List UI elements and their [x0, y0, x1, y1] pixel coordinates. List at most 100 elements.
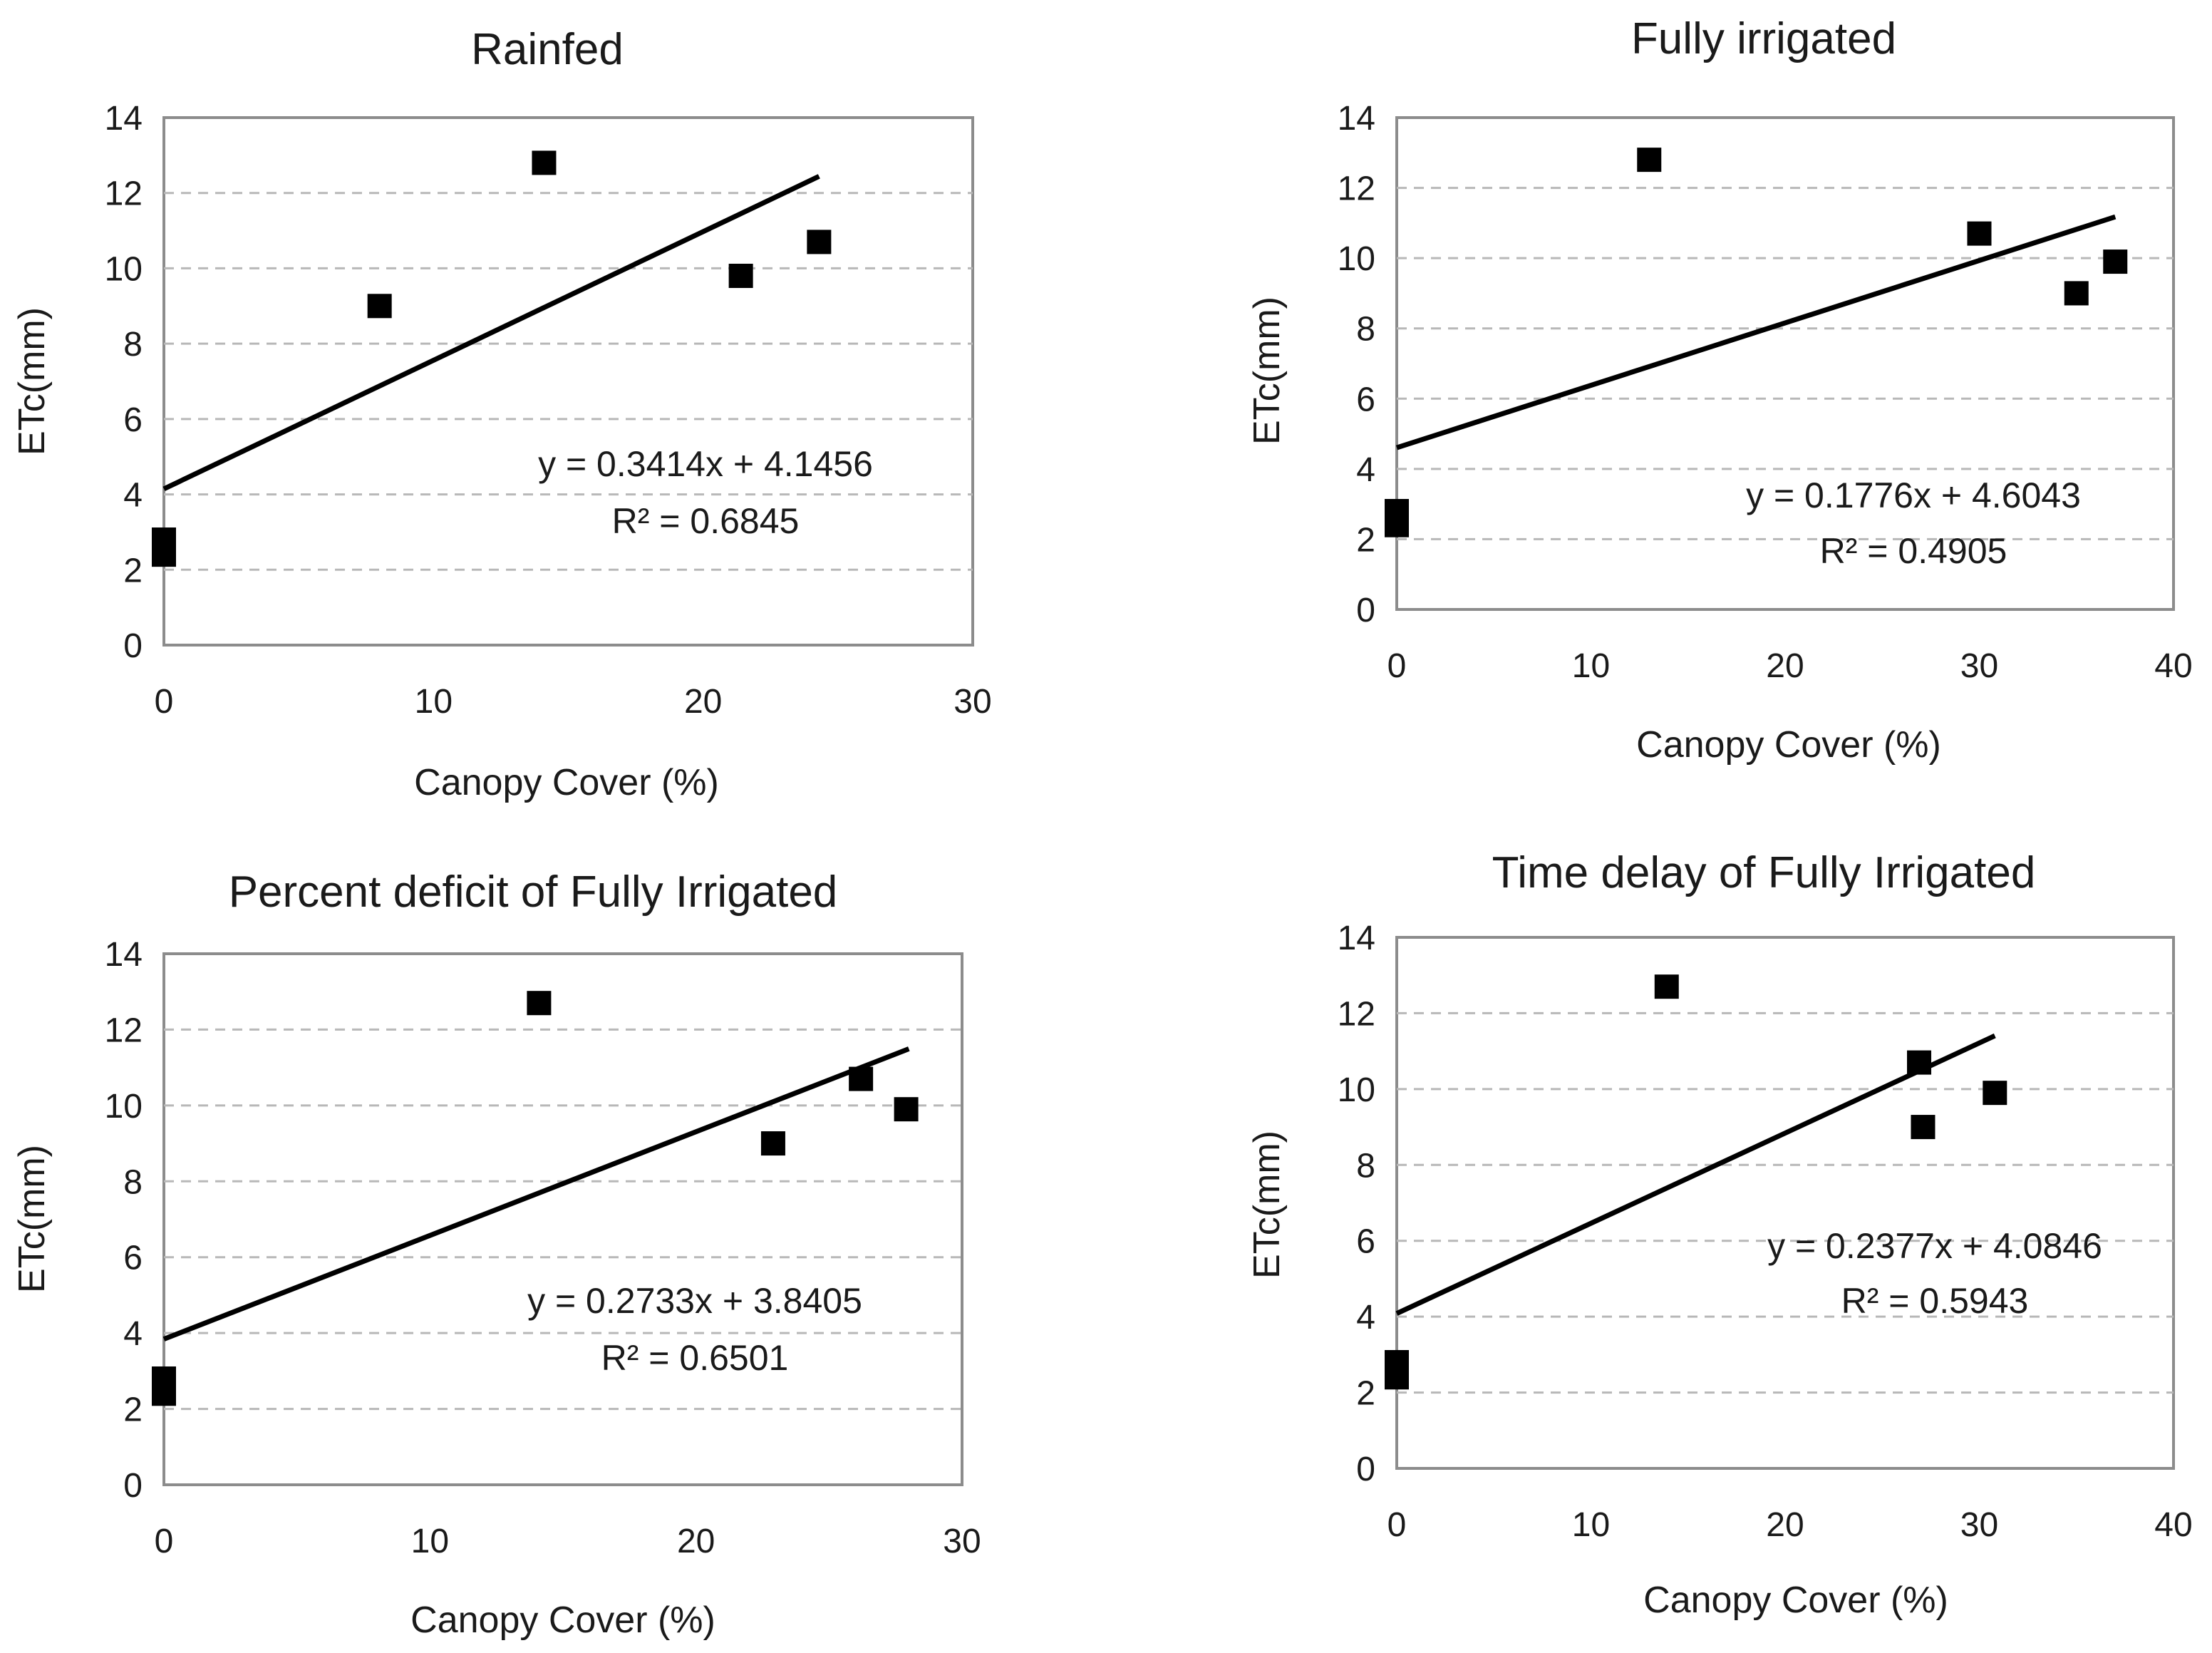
trendline: [1395, 214, 2117, 450]
x-tick-label: 30: [1960, 1506, 1998, 1544]
trend-equation: y = 0.2377x + 4.0846: [1767, 1226, 2102, 1266]
y-tick-label: 14: [105, 936, 143, 974]
y-tick-labels: 0 2 4 6 8 10 12 14: [105, 936, 143, 1505]
y-tick-label: 6: [123, 1240, 143, 1277]
x-tick-label: 0: [1387, 647, 1407, 685]
data-point: [152, 1366, 176, 1391]
x-axis-label: Canopy Cover (%): [1643, 1580, 1948, 1621]
data-point: [760, 1131, 785, 1156]
data-points: [1385, 974, 2007, 1390]
y-tick-label: 6: [123, 401, 143, 439]
x-tick-label: 20: [677, 1523, 715, 1560]
y-tick-label: 2: [1356, 521, 1375, 559]
y-tick-label: 14: [105, 100, 143, 138]
gridlines: [164, 192, 973, 571]
data-point: [1911, 1115, 1936, 1140]
y-tick-label: 12: [1338, 995, 1375, 1033]
r-squared-label: R² = 0.6845: [612, 501, 800, 541]
chart-panel-fully-irrigated: Fully irrigated 0 2 4 6 8 10 12 14 0 10 20 30 40 Ca…: [1246, 14, 2193, 766]
plot-area: [1395, 936, 2175, 1470]
chart-title: Time delay of Fully Irrigated: [1492, 848, 2036, 897]
x-tick-labels: 0 10 20 30 40: [1387, 1506, 2193, 1544]
y-tick-label: 0: [1356, 1451, 1375, 1488]
y-tick-label: 4: [123, 477, 143, 515]
y-tick-label: 4: [1356, 451, 1375, 489]
y-tick-label: 0: [123, 627, 143, 665]
data-points: [1385, 148, 2128, 537]
y-tick-label: 2: [1356, 1375, 1375, 1413]
chart-title: Fully irrigated: [1631, 14, 1896, 63]
x-tick-label: 10: [415, 683, 453, 721]
y-tick-label: 14: [1338, 100, 1375, 138]
data-point: [532, 150, 557, 175]
data-point: [1967, 221, 1992, 246]
y-tick-label: 4: [1356, 1299, 1375, 1337]
data-points: [152, 991, 919, 1406]
r-squared-label: R² = 0.4905: [1820, 531, 2007, 571]
trend-equation: y = 0.1776x + 4.6043: [1746, 475, 2081, 515]
x-tick-labels: 0 10 20 30: [155, 683, 992, 721]
y-tick-label: 14: [1338, 920, 1375, 957]
y-axis-label: ETc(mm): [11, 307, 53, 455]
data-point: [1637, 148, 1662, 172]
x-tick-label: 40: [2154, 647, 2192, 685]
chart-title: Rainfed: [471, 25, 624, 74]
y-tick-label: 0: [1356, 592, 1375, 629]
y-tick-label: 6: [1356, 381, 1375, 418]
data-point: [527, 991, 552, 1016]
trend-equation: y = 0.2733x + 3.8405: [527, 1281, 862, 1321]
data-point: [1385, 1350, 1409, 1374]
y-tick-label: 2: [123, 1391, 143, 1429]
y-axis-label: ETc(mm): [11, 1145, 53, 1293]
y-tick-label: 12: [105, 1011, 143, 1049]
data-point: [1907, 1050, 1932, 1075]
x-tick-label: 20: [684, 683, 722, 721]
trend-equation: y = 0.3414x + 4.1456: [538, 444, 873, 484]
y-axis-label: ETc(mm): [1246, 297, 1288, 445]
x-tick-label: 30: [943, 1523, 981, 1560]
chart-panel-rainfed: Rainfed 0 2 4 6 8 10 12 14 0 10 20 30 Canopy Cover…: [11, 25, 992, 803]
plot-area: [162, 952, 963, 1486]
y-tick-label: 0: [123, 1467, 143, 1505]
y-tick-label: 8: [123, 1163, 143, 1201]
chart-panel-percent-deficit: Percent deficit of Fully Irrigated 0 2 4 6 8…: [11, 867, 981, 1641]
chart-panel-time-delay: Time delay of Fully Irrigated 0 2 4 6 8 10 12 1…: [1246, 848, 2193, 1621]
x-tick-label: 40: [2154, 1506, 2192, 1544]
r-squared-label: R² = 0.5943: [1841, 1281, 2029, 1321]
y-tick-label: 6: [1356, 1223, 1375, 1261]
x-tick-label: 10: [1572, 647, 1610, 685]
y-tick-label: 10: [105, 250, 143, 288]
data-point: [2064, 281, 2089, 306]
y-tick-labels: 0 2 4 6 8 10 12 14: [1338, 100, 1375, 629]
x-axis-label: Canopy Cover (%): [1636, 724, 1941, 766]
y-tick-label: 8: [1356, 1147, 1375, 1185]
y-tick-label: 10: [105, 1088, 143, 1126]
y-axis-label: ETc(mm): [1246, 1131, 1288, 1279]
data-point: [849, 1066, 874, 1091]
x-tick-label: 10: [1572, 1506, 1610, 1544]
x-tick-labels: 0 10 20 30: [155, 1523, 981, 1560]
y-tick-label: 8: [123, 326, 143, 364]
y-tick-label: 12: [1338, 170, 1375, 208]
data-point: [807, 230, 832, 254]
y-tick-label: 8: [1356, 311, 1375, 349]
data-point: [728, 264, 753, 288]
x-tick-label: 0: [1387, 1506, 1407, 1544]
data-point: [1654, 974, 1679, 999]
x-axis-label: Canopy Cover (%): [410, 1600, 715, 1641]
data-points: [152, 150, 832, 567]
data-point: [2103, 249, 2128, 274]
plot-area: [1395, 116, 2175, 611]
trendline: [162, 1046, 910, 1342]
plot-area: [162, 116, 974, 647]
x-tick-label: 20: [1766, 1506, 1804, 1544]
gridlines: [1397, 187, 2174, 540]
y-tick-labels: 0 2 4 6 8 10 12 14: [105, 100, 143, 665]
x-tick-label: 10: [411, 1523, 449, 1560]
data-point: [367, 294, 392, 319]
gridlines: [1397, 1011, 2174, 1394]
x-tick-label: 0: [155, 1523, 174, 1560]
chart-title: Percent deficit of Fully Irrigated: [229, 867, 838, 917]
data-point: [152, 527, 176, 552]
y-tick-label: 2: [123, 552, 143, 589]
